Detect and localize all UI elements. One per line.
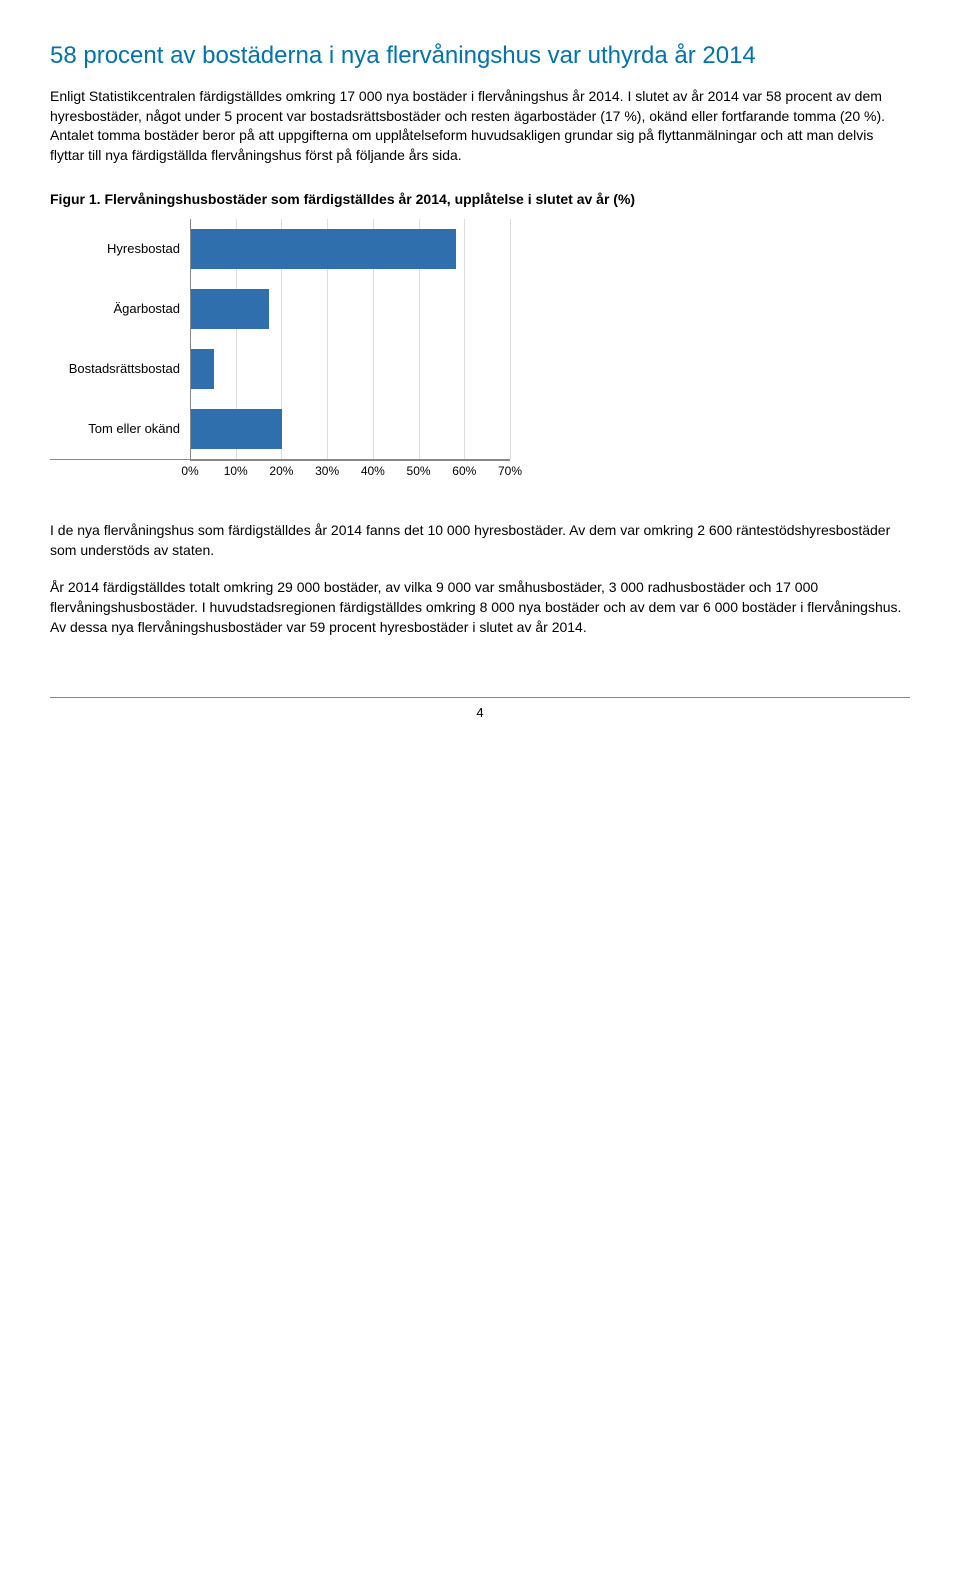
chart-gridline [510,219,511,459]
chart-bar [191,229,456,269]
chart-axis-tick: 30% [315,463,339,480]
paragraph-2: I de nya flervåningshus som färdigställd… [50,521,910,560]
chart-axis-tick: 70% [498,463,522,480]
chart-axis-tick: 10% [224,463,248,480]
chart-axis-tick: 50% [407,463,431,480]
chart-row: Tom eller okänd [50,399,510,459]
chart-bar-track [190,279,510,339]
chart-axis-tick: 0% [181,463,198,480]
chart-bar-track [190,399,510,459]
chart-row: Ägarbostad [50,279,510,339]
chart-category-label: Tom eller okänd [50,420,190,438]
chart-category-label: Ägarbostad [50,300,190,318]
page-title: 58 procent av bostäderna i nya flervånin… [50,40,910,71]
chart-bar-track [190,219,510,279]
figure-title: Figur 1. Flervåningshusbostäder som färd… [50,190,910,210]
paragraph-1: Enligt Statistikcentralen färdigställdes… [50,87,910,165]
chart-axis-tick: 40% [361,463,385,480]
chart-category-label: Hyresbostad [50,240,190,258]
chart-bar [191,409,282,449]
chart-axis-tick: 20% [269,463,293,480]
chart-bar-track [190,339,510,399]
chart-category-label: Bostadsrättsbostad [50,360,190,378]
page-number: 4 [50,697,910,722]
chart-bar [191,289,269,329]
chart-axis-tick: 60% [452,463,476,480]
paragraph-3: År 2014 färdigställdes totalt omkring 29… [50,578,910,637]
chart-row: Bostadsrättsbostad [50,339,510,399]
chart-bar [191,349,214,389]
figure-1-chart: Hyresbostad Ägarbostad Bostadsrättsbostad T… [50,219,510,481]
chart-row: Hyresbostad [50,219,510,279]
